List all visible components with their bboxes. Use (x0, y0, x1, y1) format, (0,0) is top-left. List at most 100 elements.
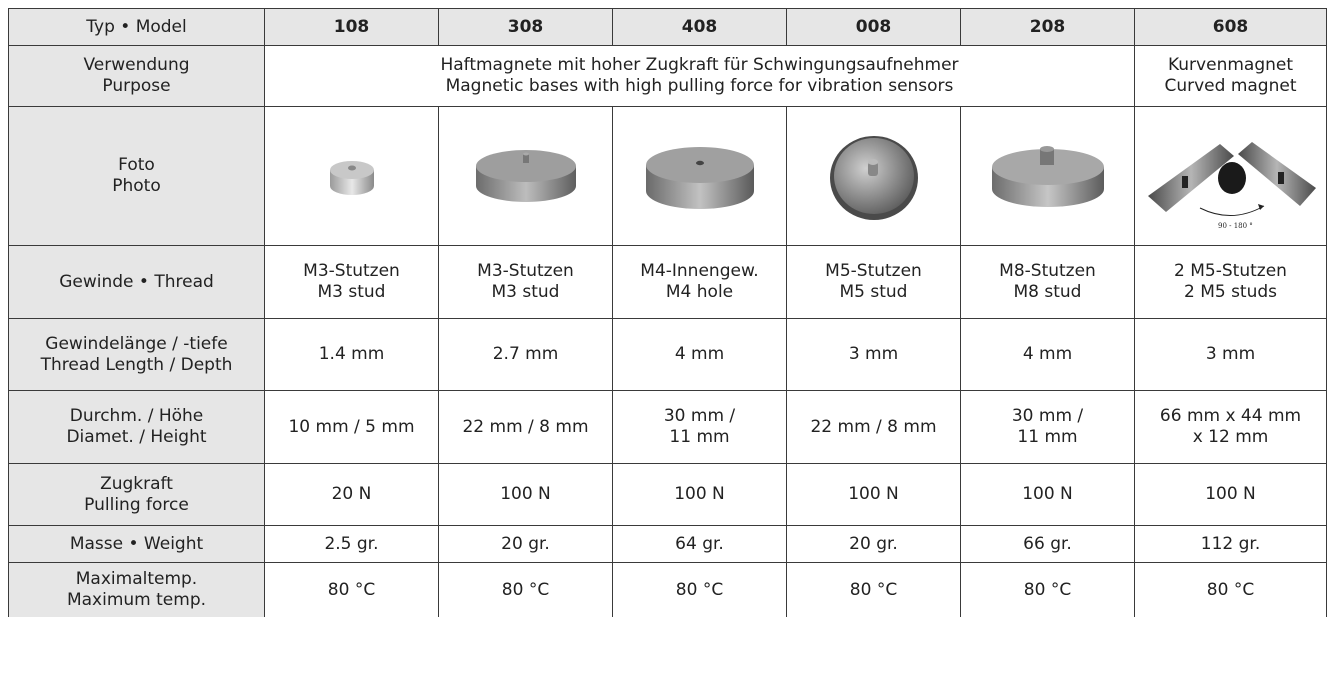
purpose-group-de: Haftmagnete mit hoher Zugkraft für Schwi… (440, 55, 959, 75)
model-row-label: Typ • Model (8, 8, 265, 46)
model-header-408: 408 (612, 8, 787, 46)
magnet-spec-table: Typ • Model 108 308 408 008 208 608 Verw… (8, 8, 1327, 617)
max-temp-cell-008: 80 °C (786, 562, 961, 617)
thread-de: M8-Stutzen (999, 261, 1096, 281)
weight-cell-308: 20 gr. (438, 525, 613, 563)
max-temp-label-de: Maximaltemp. (75, 569, 198, 589)
pulling-force-label-de: Zugkraft (100, 473, 173, 494)
photo-cell-108 (264, 106, 439, 246)
max-temp-cell-408: 80 °C (612, 562, 787, 617)
max-temp-label-en: Maximum temp. (66, 590, 207, 610)
thread-en: M3 stud (317, 282, 386, 302)
weight-row-label: Masse • Weight (8, 525, 265, 563)
model-header-108: 108 (264, 8, 439, 46)
purpose-curved-en: Curved magnet (1164, 76, 1297, 96)
purpose-group-en: Magnetic bases with high pulling force f… (445, 76, 954, 96)
thread-length-label-de: Gewindelänge / -tiefe (45, 333, 228, 354)
thread-cell-008: M5-Stutzen M5 stud (786, 245, 961, 319)
thread-cell-608: 2 M5-Stutzen 2 M5 studs (1134, 245, 1327, 319)
photo-row: Foto Photo (8, 106, 1327, 246)
diameter-cell-408: 30 mm /11 mm (612, 390, 787, 464)
diameter-row: Durchm. / Höhe Diamet. / Height 10 mm / … (8, 390, 1327, 464)
diameter-line: 10 mm / 5 mm (288, 416, 415, 437)
pulling-force-cell-608: 100 N (1134, 463, 1327, 526)
max-temp-row: Maximaltemp. Maximum temp. 80 °C 80 °C 8… (8, 562, 1327, 617)
thread-de: M3-Stutzen (303, 261, 400, 281)
model-header-208: 208 (960, 8, 1135, 46)
weight-cell-208: 66 gr. (960, 525, 1135, 563)
thread-cell-408: M4-Innengew. M4 hole (612, 245, 787, 319)
diameter-row-label: Durchm. / Höhe Diamet. / Height (8, 390, 265, 464)
thread-cell-308: M3-Stutzen M3 stud (438, 245, 613, 319)
purpose-curved-de: Kurvenmagnet (1167, 55, 1294, 75)
thread-length-cell-208: 4 mm (960, 318, 1135, 391)
photo-cell-008 (786, 106, 961, 246)
thread-de: M5-Stutzen (825, 261, 922, 281)
diameter-line: 22 mm / 8 mm (462, 416, 589, 437)
diameter-label-de: Durchm. / Höhe (69, 406, 204, 426)
photo-cell-408 (612, 106, 787, 246)
model-header-308: 308 (438, 8, 613, 46)
magnet-008-photo (829, 136, 918, 220)
magnet-608-curved-photo: 90 - 180 ° (1147, 142, 1316, 230)
thread-en: M3 stud (491, 282, 560, 302)
diameter-line: 11 mm (1017, 427, 1078, 447)
purpose-row-label: Verwendung Purpose (8, 45, 265, 107)
photo-cell-308 (438, 106, 613, 246)
pulling-force-cell-008: 100 N (786, 463, 961, 526)
diameter-line: 11 mm (669, 427, 730, 447)
thread-en: M5 stud (839, 282, 908, 302)
diameter-cell-208: 30 mm /11 mm (960, 390, 1135, 464)
photo-label-de: Foto (118, 155, 155, 175)
thread-de: M4-Innengew. (640, 261, 759, 281)
thread-de: 2 M5-Stutzen (1174, 261, 1287, 281)
thread-en: M4 hole (665, 282, 734, 302)
photo-label-en: Photo (112, 176, 161, 196)
pulling-force-cell-108: 20 N (264, 463, 439, 526)
purpose-group-cell: Haftmagnete mit hoher Zugkraft für Schwi… (264, 45, 1135, 107)
curved-magnet-angle-note: 90 - 180 ° (1218, 222, 1253, 230)
magnet-408-photo (645, 147, 754, 209)
pulling-force-label-en: Pulling force (84, 494, 189, 515)
max-temp-cell-608: 80 °C (1134, 562, 1327, 617)
diameter-cell-308: 22 mm / 8 mm (438, 390, 613, 464)
max-temp-cell-108: 80 °C (264, 562, 439, 617)
magnet-308-photo (475, 150, 576, 202)
weight-cell-408: 64 gr. (612, 525, 787, 563)
thread-de: M3-Stutzen (477, 261, 574, 281)
diameter-label-en: Diamet. / Height (66, 427, 207, 447)
thread-cell-208: M8-Stutzen M8 stud (960, 245, 1135, 319)
purpose-label-en: Purpose (102, 76, 171, 96)
model-row: Typ • Model 108 308 408 008 208 608 (8, 8, 1327, 46)
magnet-108-photo (329, 161, 374, 195)
thread-cell-108: M3-Stutzen M3 stud (264, 245, 439, 319)
photo-cell-608: 90 - 180 ° (1134, 106, 1327, 246)
thread-length-cell-108: 1.4 mm (264, 318, 439, 391)
pulling-force-cell-408: 100 N (612, 463, 787, 526)
thread-length-row: Gewindelänge / -tiefe Thread Length / De… (8, 318, 1327, 391)
thread-en: M8 stud (1013, 282, 1082, 302)
weight-cell-108: 2.5 gr. (264, 525, 439, 563)
weight-row: Masse • Weight 2.5 gr. 20 gr. 64 gr. 20 … (8, 525, 1327, 563)
thread-length-row-label: Gewindelänge / -tiefe Thread Length / De… (8, 318, 265, 391)
thread-row: Gewinde • Thread M3-Stutzen M3 stud M3-St… (8, 245, 1327, 319)
thread-row-label: Gewinde • Thread (8, 245, 265, 319)
diameter-line: 30 mm / (663, 406, 736, 426)
model-header-608: 608 (1134, 8, 1327, 46)
purpose-label-de: Verwendung (83, 55, 190, 75)
diameter-cell-008: 22 mm / 8 mm (786, 390, 961, 464)
max-temp-cell-208: 80 °C (960, 562, 1135, 617)
thread-length-cell-008: 3 mm (786, 318, 961, 391)
thread-length-cell-308: 2.7 mm (438, 318, 613, 391)
purpose-curved-cell: Kurvenmagnet Curved magnet (1134, 45, 1327, 107)
diameter-line: x 12 mm (1192, 427, 1269, 447)
diameter-cell-608: 66 mm x 44 mm x 12 mm (1134, 390, 1327, 464)
model-header-008: 008 (786, 8, 961, 46)
weight-cell-008: 20 gr. (786, 525, 961, 563)
photo-row-label: Foto Photo (8, 106, 265, 246)
diameter-line: 30 mm / (1011, 406, 1084, 426)
thread-length-cell-408: 4 mm (612, 318, 787, 391)
max-temp-cell-308: 80 °C (438, 562, 613, 617)
purpose-row: Verwendung Purpose Haftmagnete mit hoher… (8, 45, 1327, 107)
diameter-line: 66 mm x 44 mm (1159, 406, 1302, 426)
